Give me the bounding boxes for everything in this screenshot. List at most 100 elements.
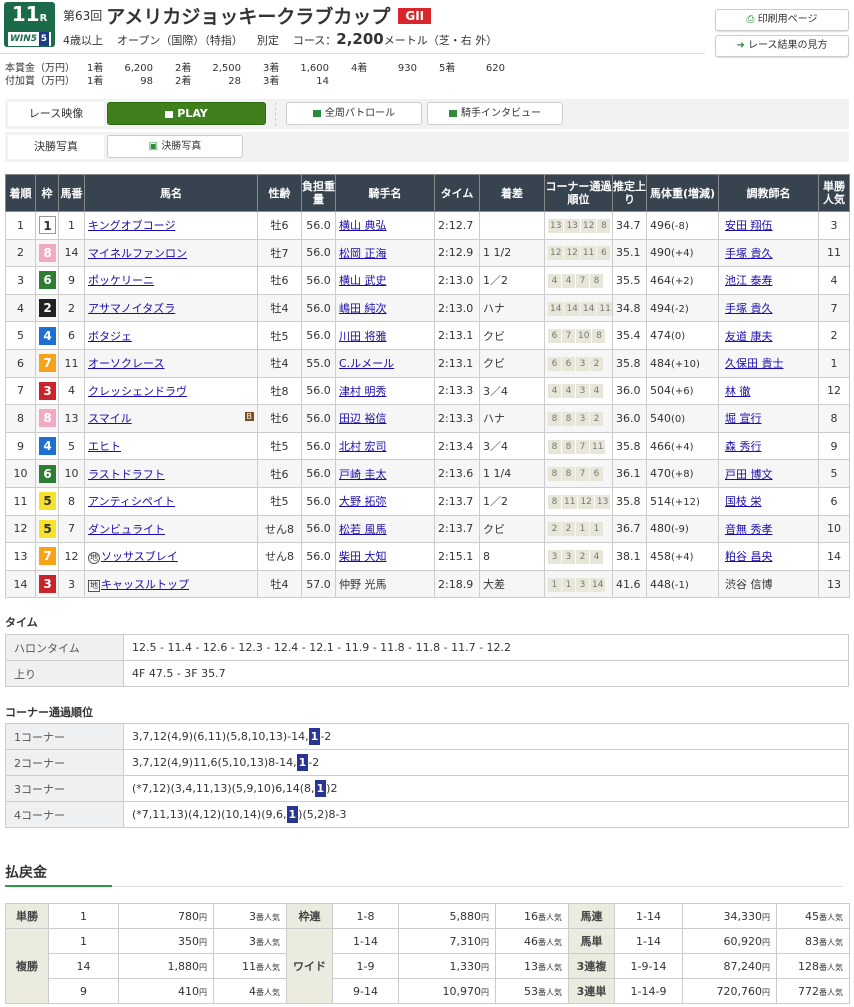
horse-name-cell: ポッケリーニ [84,266,258,295]
jockey-name[interactable]: C.ルメール [339,357,395,371]
trainer-name[interactable]: 手塚 貴久 [725,246,773,260]
trainer-name[interactable]: 林 徹 [725,384,751,398]
trainer-name[interactable]: 池江 泰寿 [725,274,773,288]
combination: 1-14 [332,928,399,954]
yen-unit: 円 [481,937,489,947]
horse-name-cell: マイネルファンロン [84,238,258,268]
jockey-cell: 横山 武史 [335,266,435,295]
result-row: 13 7 12 地ソッサスブレイ せん8 56.0 柴田 大知 2:15.1 8 3 3 2 4 38.1… [5,542,850,571]
horse-name-link[interactable]: アンティシペイト [88,495,175,509]
win-popularity: 9 [818,431,850,461]
trainer-cell: 手塚 貴久 [718,238,819,268]
jockey-name[interactable]: 戸崎 圭太 [339,467,387,481]
horse-name-link[interactable]: クレッシェンドラヴ [88,384,187,398]
trainer-name[interactable]: 粕谷 昌央 [725,550,773,564]
trainer-cell: 池江 泰寿 [718,266,819,295]
column-header: 馬名 [84,174,258,212]
combination: 1-14 [614,928,683,954]
horse-name-link[interactable]: キングオブコージ [88,219,176,233]
horse-name-link[interactable]: ソッサスブレイ [101,550,178,564]
horse-name-link[interactable]: スマイル [88,412,132,426]
jockey-name[interactable]: 川田 将雅 [339,329,387,343]
horse-name-link[interactable]: マイネルファンロン [88,246,187,260]
jockey-name[interactable]: 松若 風馬 [339,522,387,536]
trainer-name[interactable]: 国枝 栄 [725,495,762,509]
horse-name-link[interactable]: ボタジェ [88,329,132,343]
jockey-name[interactable]: 大野 拓弥 [339,495,387,509]
win-popularity: 13 [818,569,850,599]
horse-name-link[interactable]: ポッケリーニ [88,274,154,288]
trainer-cell: 安田 翔伍 [718,211,819,240]
prize-place: 4着 [351,63,368,74]
weight-carried: 56.0 [301,542,336,571]
trainer-name[interactable]: 久保田 貴士 [725,357,784,371]
interview-label: 騎手インタビュー [461,108,541,119]
horse-number: 14 [58,238,85,268]
horse-name-link[interactable]: オーソクレース [88,357,165,371]
result-row: 11 5 8 アンティシペイト 牡5 56.0 大野 拓弥 2:13.7 1／2 8 11 12 13 3… [5,486,850,516]
time-label: ハロンタイム [5,634,124,661]
jockey-name[interactable]: 横山 典弘 [339,219,387,233]
jockey-name[interactable]: 松岡 正海 [339,246,387,260]
horse-name-cell: ラストドラフト [84,459,258,488]
jockey-name[interactable]: 北村 宏司 [339,440,387,454]
jockey-name[interactable]: 津村 明秀 [339,384,387,398]
corner-position: 10 [576,329,592,344]
howto-button[interactable]: ➜ レース結果の見方 [715,35,849,57]
corner-position: 8 [562,467,575,482]
jockey-name[interactable]: 田辺 裕信 [339,412,387,426]
corner-position: 8 [548,494,561,509]
sex-age: 牡6 [257,404,302,433]
horse-name-cell: 地キャッスルトップ [84,569,258,599]
prize-amount: 6,200 [124,63,153,74]
corner-position: 7 [576,273,589,288]
corner-position: 11 [597,301,612,316]
horse-name-link[interactable]: ダンビュライト [88,522,165,536]
sex-age: 牡6 [257,266,302,295]
jockey-name[interactable]: 横山 武史 [339,274,387,288]
print-page-button[interactable]: ⎙ 印刷用ページ [715,9,849,31]
body-weight-value: 464 [650,273,671,287]
jockey-name[interactable]: 柴田 大知 [339,550,387,564]
trainer-name[interactable]: 音無 秀孝 [725,522,773,536]
column-header: 騎手名 [335,174,435,212]
trainer-name[interactable]: 友道 康夫 [725,329,773,343]
waku-badge: 2 [39,299,56,318]
corner-position: 8 [590,273,603,288]
interview-video-button[interactable]: 騎手インタビュー [427,102,563,125]
trainer-name[interactable]: 堀 宣行 [725,412,762,426]
body-weight-change: (0) [671,413,686,425]
horse-name-link[interactable]: ラストドラフト [88,467,165,481]
play-button[interactable]: PLAY [107,102,266,125]
finish-time: 2:13.0 [434,293,480,323]
horse-name-link[interactable]: アサマノイタズラ [88,302,176,316]
finish-position: 3 [5,266,36,295]
horse-name-link[interactable]: キャッスルトップ [101,578,189,592]
local-horse-icon: 地 [88,552,100,565]
finish-photo-button[interactable]: ▣ 決勝写真 [107,135,243,158]
body-weight-value: 466 [650,439,671,453]
popularity: 45番人気 [776,903,850,929]
waku-badge: 4 [39,437,56,456]
payout-value: 780 [178,909,199,923]
payout-value: 720,760 [716,984,763,998]
trainer-name[interactable]: 安田 翔伍 [725,219,773,233]
trainer-name[interactable]: 戸田 博文 [725,467,773,481]
corner-position: 12 [578,494,594,509]
patrol-video-button[interactable]: 全周パトロール [286,102,422,125]
corner-position: 8 [597,218,611,233]
payout-row: 単勝 1 780円 3番人気 枠連 1-8 5,880円 16番人気 馬連 1-14 34,330円… [5,903,850,929]
jockey-name[interactable]: 嶋田 純次 [339,302,387,316]
finish-time: 2:13.3 [434,404,480,433]
payout-value: 10,970 [442,984,482,998]
payout-divider [5,885,843,887]
horse-number: 2 [58,293,85,323]
payout-table: 単勝 1 780円 3番人気 枠連 1-8 5,880円 16番人気 馬連 1-14 34,330円… [5,903,850,1004]
horse-number: 13 [58,404,85,433]
horse-name-link[interactable]: エヒト [88,440,121,454]
horse-number: 6 [58,321,85,350]
prize-place: 3着 [263,76,280,87]
trainer-name[interactable]: 手塚 貴久 [725,302,773,316]
trainer-name[interactable]: 森 秀行 [725,440,762,454]
